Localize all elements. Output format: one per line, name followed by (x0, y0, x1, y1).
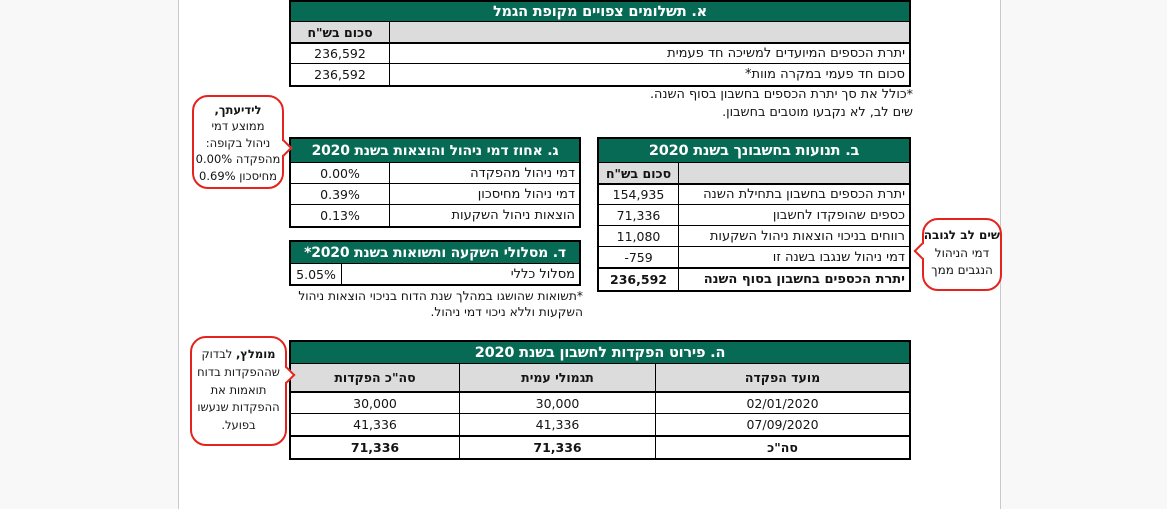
section-e-deposits-table: ה. פירוט הפקדות לחשבון בשנת 2020 מועד הפ… (289, 340, 911, 460)
empty-header-cell (390, 22, 909, 42)
footnote-line: *תשואות שהושגו במהלך שנת הדוח בניכוי הוצ… (298, 289, 583, 303)
section-d-title: ד. מסלולי השקעה ותשואות בשנת 2020* (291, 242, 579, 263)
row-amount: 154,935 (599, 185, 679, 204)
deposit-total: 71,336 (291, 437, 460, 458)
section-c-fee-percentages-table: ג. אחוז דמי ניהול והוצאות בשנת 2020 דמי … (289, 137, 581, 228)
table-row: 02/01/2020 30,000 30,000 (291, 391, 909, 413)
section-a-footnote: *כולל את סך יתרת הכספים בחשבון בסוף השנה… (650, 86, 913, 121)
deposit-total: 30,000 (291, 393, 460, 413)
table-total-row: סה"כ 71,336 71,336 (291, 435, 909, 458)
amount-column-header: סכום בש"ח (599, 163, 679, 183)
row-label: דמי ניהול שנגבו בשנה זו (772, 249, 905, 265)
table-total-row: יתרת הכספים בחשבון בסוף השנה 236,592 (599, 267, 909, 290)
table-row: יתרת הכספים המיועדים למשיכה חד פעמית 236… (291, 42, 909, 63)
employee-contribution: 41,336 (460, 414, 656, 435)
section-c-title: ג. אחוז דמי ניהול והוצאות בשנת 2020 (291, 139, 579, 162)
table-row: יתרת הכספים בחשבון בתחילת השנה 154,935 (599, 183, 909, 204)
totals-row-label: סה"כ (767, 440, 798, 455)
table-row: דמי ניהול מהפקדה 0.00% (291, 162, 579, 183)
employee-contribution: 71,336 (460, 437, 656, 458)
row-label: מסלול כללי (510, 266, 575, 282)
table-row: 07/09/2020 41,336 41,336 (291, 413, 909, 435)
row-label: יתרת הכספים בחשבון בסוף השנה (703, 272, 905, 287)
table-header-row: סכום בש"ח (599, 162, 909, 183)
section-a-expected-payments-table: א. תשלומים צפויים מקופת הגמל סכום בש"ח י… (289, 0, 911, 87)
section-a-title: א. תשלומים צפויים מקופת הגמל (291, 2, 909, 21)
section-e-title: ה. פירוט הפקדות לחשבון בשנת 2020 (291, 342, 909, 363)
footnote-line: השקעות וללא ניכוי דמי ניהול. (430, 305, 583, 319)
row-label: רווחים בניכוי הוצאות ניהול השקעות (709, 228, 905, 244)
callout-line: מומלץ, לבדוק (192, 346, 285, 364)
callout-deposits-check: מומלץ, לבדוק שההפקדות בדוח תואמות את ההפ… (190, 336, 296, 446)
row-value: 5.05% (291, 264, 342, 284)
row-label: כספים שהופקדו לחשבון (772, 207, 905, 223)
total-deposits-column-header: סה"כ הפקדות (291, 364, 460, 391)
callout-line-rest: לבדוק (201, 347, 236, 361)
callout-line: הנגבים ממך (931, 263, 993, 277)
section-b-title: ב. תנועות בחשבונך בשנת 2020 (599, 139, 909, 162)
row-label: דמי ניהול מהפקדה (470, 165, 575, 181)
callout-average-fees: לידיעתך, ממוצע דמי ניהול בקופה: מהפקדה 0… (192, 95, 293, 189)
table-row: סכום חד פעמי במקרה מוות* 236,592 (291, 63, 909, 85)
table-row: דמי ניהול מחיסכון 0.39% (291, 183, 579, 204)
callout-line: לידיעתך, (214, 103, 262, 117)
table-row: רווחים בניכוי הוצאות ניהול השקעות 11,080 (599, 225, 909, 246)
table-header-row: מועד הפקדה תגמולי עמית סה"כ הפקדות (291, 363, 909, 391)
row-label: הוצאות ניהול השקעות (451, 208, 575, 223)
footnote-line: שים לב, לא נקבעו מוטבים בחשבון. (722, 104, 913, 120)
amount-column-header: סכום בש"ח (291, 22, 390, 42)
table-row: כספים שהופקדו לחשבון 71,336 (599, 204, 909, 225)
row-amount: 71,336 (599, 205, 679, 225)
employee-contribution: 30,000 (460, 393, 656, 413)
row-amount: -759 (599, 247, 679, 267)
callout-line: ניהול בקופה: (205, 135, 271, 150)
callout-line: מחיסכון 0.69% (199, 168, 277, 183)
row-amount: 236,592 (291, 64, 390, 85)
footnote-line: *כולל את סך יתרת הכספים בחשבון בסוף השנה… (649, 87, 913, 102)
row-value: 0.00% (291, 163, 390, 183)
callout-line: תואמות את (210, 382, 267, 397)
row-label: דמי ניהול מחיסכון (477, 186, 575, 202)
callout-line: דמי הניהול (934, 245, 990, 260)
table-header-row: סכום בש"ח (291, 21, 909, 42)
callout-management-fees: שים לב לגובה דמי הניהול הנגבים ממך (913, 218, 1002, 291)
deposit-date: 07/09/2020 (746, 417, 819, 432)
callout-line: ההפקדות שנעשו (197, 400, 280, 415)
callout-line: מהפקדה 0.00% (195, 152, 281, 167)
row-value: 0.13% (291, 205, 390, 226)
row-label: יתרת הכספים בחשבון בתחילת השנה (703, 187, 905, 202)
employee-contributions-column-header: תגמולי עמית (460, 364, 656, 391)
section-d-investment-tracks-table: ד. מסלולי השקעה ותשואות בשנת 2020* מסלול… (289, 240, 581, 286)
deposit-date-column-header: מועד הפקדה (744, 370, 821, 385)
row-amount: 11,080 (599, 226, 679, 246)
empty-header-cell (679, 163, 909, 183)
row-label: יתרת הכספים המיועדים למשיכה חד פעמית (667, 46, 905, 61)
callout-line: שים לב לגובה (923, 228, 1000, 242)
callout-line: ממוצע דמי (211, 119, 265, 134)
row-value: 0.39% (291, 184, 390, 204)
row-label: סכום חד פעמי במקרה מוות* (745, 67, 905, 82)
row-amount: 236,592 (599, 269, 679, 290)
deposit-total: 41,336 (291, 414, 460, 435)
callout-line: בפועל. (221, 418, 256, 433)
table-row: מסלול כללי 5.05% (291, 263, 579, 284)
row-amount: 236,592 (291, 44, 390, 63)
section-b-account-movements-table: ב. תנועות בחשבונך בשנת 2020 סכום בש"ח ית… (597, 137, 911, 292)
callout-line: שההפקדות בדוח (197, 364, 280, 379)
report-page: א. תשלומים צפויים מקופת הגמל סכום בש"ח י… (178, 0, 1002, 509)
deposit-date: 02/01/2020 (746, 395, 819, 411)
table-row: הוצאות ניהול השקעות 0.13% (291, 204, 579, 226)
callout-line-bold: מומלץ, (235, 347, 276, 361)
section-d-footnote: *תשואות שהושגו במהלך שנת הדוח בניכוי הוצ… (298, 288, 583, 320)
table-row: דמי ניהול שנגבו בשנה זו -759 (599, 246, 909, 267)
